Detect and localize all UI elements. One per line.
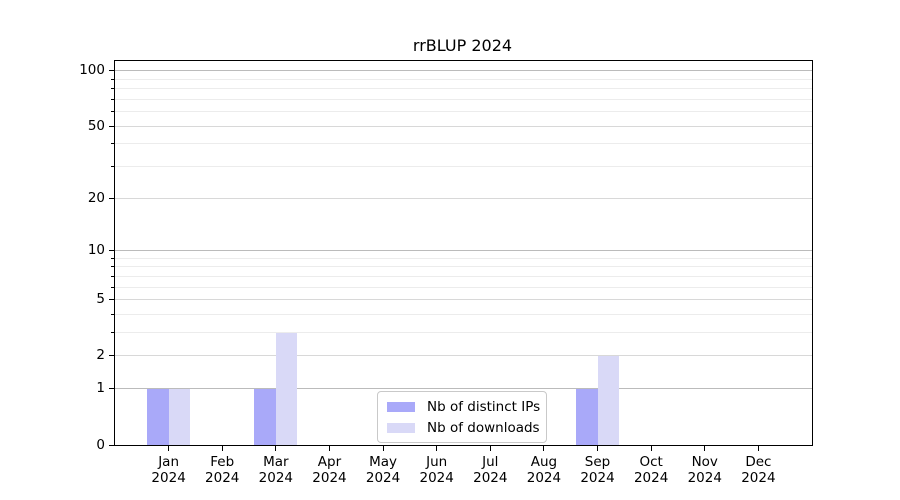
bar-distinct-ips bbox=[147, 388, 169, 445]
y-axis-tick bbox=[109, 299, 114, 301]
y-axis-minor-tick bbox=[111, 266, 114, 268]
gridline-decade bbox=[115, 388, 812, 390]
y-axis-tick bbox=[109, 355, 114, 357]
y-tick-label: 50 bbox=[87, 117, 105, 134]
legend-swatch-distinct-ips bbox=[387, 401, 415, 412]
gridline-labeled bbox=[115, 299, 812, 301]
legend-label-downloads: Nb of downloads bbox=[427, 419, 540, 436]
chart-title: rrBLUP 2024 bbox=[412, 36, 513, 55]
x-axis-tick bbox=[704, 446, 706, 451]
y-axis-tick bbox=[109, 388, 114, 390]
x-axis-tick bbox=[168, 446, 170, 451]
gridline-labeled bbox=[115, 355, 812, 357]
y-axis-minor-tick bbox=[111, 332, 114, 334]
gridline-minor bbox=[115, 166, 812, 168]
x-axis-tick bbox=[436, 446, 438, 451]
y-axis-minor-tick bbox=[111, 257, 114, 259]
x-tick-label: Jul 2024 bbox=[473, 454, 508, 486]
gridline-minor bbox=[115, 78, 812, 80]
x-tick-label: Mar 2024 bbox=[258, 454, 294, 486]
x-tick-label: Apr 2024 bbox=[312, 454, 347, 486]
y-axis-tick bbox=[109, 250, 114, 252]
x-tick-label: Feb 2024 bbox=[205, 454, 240, 486]
gridline-labeled bbox=[115, 125, 812, 127]
y-tick-label: 100 bbox=[79, 62, 105, 79]
legend: Nb of distinct IPs Nb of downloads bbox=[377, 391, 547, 443]
y-axis-minor-tick bbox=[111, 286, 114, 288]
gridline-decade bbox=[115, 250, 812, 252]
y-axis-tick bbox=[109, 70, 114, 72]
x-tick-label: Aug 2024 bbox=[526, 454, 562, 486]
y-axis-minor-tick bbox=[111, 314, 114, 315]
y-axis-minor-tick bbox=[111, 166, 114, 168]
gridline-minor bbox=[115, 88, 812, 90]
x-tick-label: Jun 2024 bbox=[419, 454, 454, 486]
x-axis-tick bbox=[650, 446, 652, 451]
gridline-minor bbox=[115, 257, 812, 259]
x-axis-tick bbox=[221, 446, 223, 451]
y-axis-tick bbox=[109, 125, 114, 127]
x-axis-tick bbox=[382, 446, 384, 451]
x-axis-tick bbox=[597, 446, 599, 451]
y-axis-minor-tick bbox=[111, 111, 114, 113]
x-axis-tick bbox=[275, 446, 277, 451]
gridline-minor bbox=[115, 143, 812, 145]
gridline-minor bbox=[115, 111, 812, 113]
gridline-minor bbox=[115, 275, 812, 277]
y-tick-label: 20 bbox=[87, 189, 105, 206]
x-tick-label: Jan 2024 bbox=[151, 454, 186, 486]
y-axis-minor-tick bbox=[111, 275, 114, 277]
x-tick-label: Oct 2024 bbox=[633, 454, 669, 486]
legend-item-downloads: Nb of downloads bbox=[387, 419, 540, 436]
x-axis-tick bbox=[489, 446, 491, 451]
legend-item-distinct-ips: Nb of distinct IPs bbox=[387, 398, 541, 415]
gridline-labeled bbox=[115, 197, 812, 199]
x-tick-label: Dec 2024 bbox=[741, 454, 776, 486]
bar-downloads bbox=[168, 388, 190, 445]
bar-distinct-ips bbox=[254, 388, 276, 445]
y-axis-tick bbox=[109, 197, 114, 199]
gridline-minor bbox=[115, 332, 812, 334]
y-axis-minor-tick bbox=[111, 78, 114, 80]
x-tick-label: Sep 2024 bbox=[580, 454, 615, 486]
x-axis-tick bbox=[328, 446, 330, 451]
plot-area: 0 1 2 5 10 20 50 100 Jan 2024 Feb 2024 Mar 2024 Apr 202… bbox=[79, 60, 813, 486]
y-axis-minor-tick bbox=[111, 98, 114, 100]
legend-swatch-downloads bbox=[387, 422, 415, 433]
x-axis-tick bbox=[757, 446, 759, 451]
y-axis-minor-tick bbox=[111, 143, 114, 145]
gridline-decade bbox=[115, 70, 812, 72]
gridline-minor bbox=[115, 286, 812, 288]
y-tick-label: 2 bbox=[96, 347, 105, 364]
gridline-minor bbox=[115, 98, 812, 100]
gridline-minor bbox=[115, 266, 812, 268]
y-tick-label: 5 bbox=[96, 291, 105, 308]
x-axis-tick bbox=[543, 446, 545, 451]
x-tick-label: May 2024 bbox=[365, 454, 401, 486]
y-tick-label: 10 bbox=[87, 242, 105, 259]
y-axis-minor-tick bbox=[111, 88, 114, 90]
bar-downloads bbox=[597, 355, 619, 445]
y-tick-label: 0 bbox=[96, 436, 105, 453]
bar-downloads bbox=[275, 332, 298, 445]
bar-distinct-ips bbox=[576, 388, 598, 445]
y-axis-tick bbox=[109, 444, 114, 446]
gridline-minor bbox=[115, 314, 812, 315]
y-tick-label: 1 bbox=[96, 380, 105, 397]
legend-label-distinct-ips: Nb of distinct IPs bbox=[427, 398, 541, 415]
x-tick-label: Nov 2024 bbox=[687, 454, 722, 486]
